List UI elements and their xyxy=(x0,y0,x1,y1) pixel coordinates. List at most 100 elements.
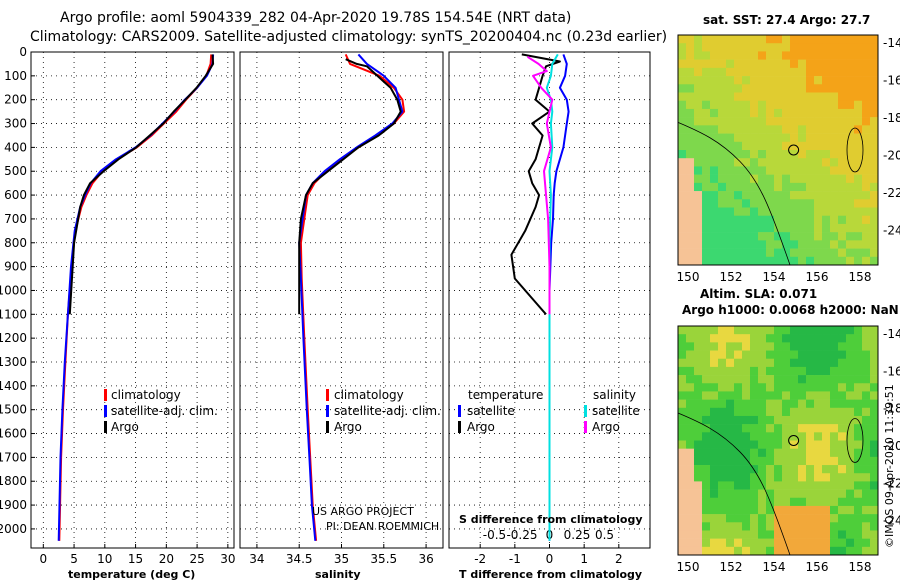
map-cell xyxy=(854,407,863,417)
temperature-argo-line xyxy=(68,54,215,315)
map-cell xyxy=(694,366,703,376)
map-cell xyxy=(742,375,751,384)
map-cell xyxy=(726,350,735,360)
map-cell xyxy=(814,84,823,93)
map-cell xyxy=(710,424,719,433)
map-cell xyxy=(734,342,743,351)
longitude-tick-label: 158 xyxy=(849,560,872,574)
coastline xyxy=(677,412,791,556)
map-cell xyxy=(758,440,767,449)
sst-map-frame xyxy=(677,34,879,266)
map-cell xyxy=(702,407,711,417)
map-cell xyxy=(734,215,743,225)
map-cell xyxy=(726,448,735,458)
map-cell xyxy=(862,256,871,266)
map-cell xyxy=(694,358,703,368)
map-cell xyxy=(718,76,727,85)
map-cell xyxy=(846,76,855,85)
map-cell xyxy=(838,199,847,208)
map-cell xyxy=(830,448,839,458)
reef-outline xyxy=(846,127,864,173)
map-cell xyxy=(678,240,687,249)
map-cell xyxy=(814,92,823,102)
map-cell xyxy=(838,448,847,458)
map-cell xyxy=(806,207,815,217)
map-cell xyxy=(678,424,687,433)
map-cell xyxy=(694,67,703,77)
map-cell xyxy=(782,440,791,449)
map-cell xyxy=(870,59,879,69)
map-cell xyxy=(686,59,695,69)
map-cell xyxy=(862,522,871,531)
map-cell xyxy=(838,489,847,499)
map-cell xyxy=(694,232,703,241)
map-cell xyxy=(806,350,815,360)
map-cell xyxy=(718,223,727,233)
map-cell xyxy=(790,191,799,200)
s-difference-tick-label: -0.25 xyxy=(506,528,537,542)
map-cell xyxy=(742,326,751,335)
s-difference-tick-label: 0.25 xyxy=(564,528,591,542)
map-cell xyxy=(774,215,783,225)
map-cell xyxy=(798,383,807,392)
map-cell xyxy=(742,223,751,233)
map-cell xyxy=(822,456,831,466)
map-cell xyxy=(710,465,719,474)
map-cell xyxy=(758,51,767,60)
map-cell xyxy=(838,456,847,466)
map-cell xyxy=(766,456,775,466)
map-cell xyxy=(686,440,695,449)
salinity-tick-label: 34 xyxy=(249,552,264,566)
map-cell xyxy=(694,182,703,192)
map-cell xyxy=(798,240,807,249)
map-cell xyxy=(790,334,799,343)
map-cell xyxy=(750,473,759,482)
map-cell xyxy=(766,522,775,531)
depth-tick-label: 600 xyxy=(4,188,27,202)
temperature-tick-label: 20 xyxy=(159,552,174,566)
map-cell xyxy=(806,240,815,249)
map-cell xyxy=(838,465,847,474)
map-cell xyxy=(862,207,871,217)
map-cell xyxy=(678,84,687,93)
map-cell xyxy=(734,522,743,531)
map-cell xyxy=(710,546,719,556)
sst-map: sat. SST: 27.4 Argo: 27.7 -14-16-18-20-2… xyxy=(677,13,900,284)
map-cell xyxy=(686,182,695,192)
map-cell xyxy=(718,43,727,52)
map-cell xyxy=(814,497,823,507)
map-cell xyxy=(814,424,823,433)
map-cell xyxy=(814,342,823,351)
map-cell xyxy=(822,326,831,335)
map-cell xyxy=(790,473,799,482)
map-cell xyxy=(774,207,783,217)
map-cell xyxy=(838,473,847,482)
map-cell xyxy=(814,166,823,175)
map-cell xyxy=(758,125,767,134)
map-cell xyxy=(734,497,743,507)
difference-panel: -2 -1 0 1 2 -0.5 -0.25 0 0.25 0.5 S difference f… xyxy=(448,51,651,580)
map-cell xyxy=(822,522,831,531)
map-cell xyxy=(822,375,831,384)
map-cell xyxy=(686,383,695,392)
salinity-tick-label: 35.5 xyxy=(370,552,397,566)
map-cell xyxy=(678,334,687,343)
map-cell xyxy=(742,358,751,368)
map-cell xyxy=(798,67,807,77)
map-cell xyxy=(870,108,879,118)
map-cell xyxy=(814,465,823,474)
map-cell xyxy=(710,514,719,523)
map-cell xyxy=(806,158,815,167)
map-cell xyxy=(782,76,791,85)
map-cell xyxy=(710,334,719,343)
map-cell xyxy=(742,522,751,531)
map-cell xyxy=(854,391,863,400)
map-cell xyxy=(726,326,735,335)
map-cell xyxy=(702,489,711,499)
map-cell xyxy=(758,407,767,417)
map-cell xyxy=(694,432,703,441)
map-cell xyxy=(814,248,823,258)
map-cell xyxy=(822,546,831,556)
map-cell xyxy=(806,35,815,44)
map-cell xyxy=(742,125,751,134)
